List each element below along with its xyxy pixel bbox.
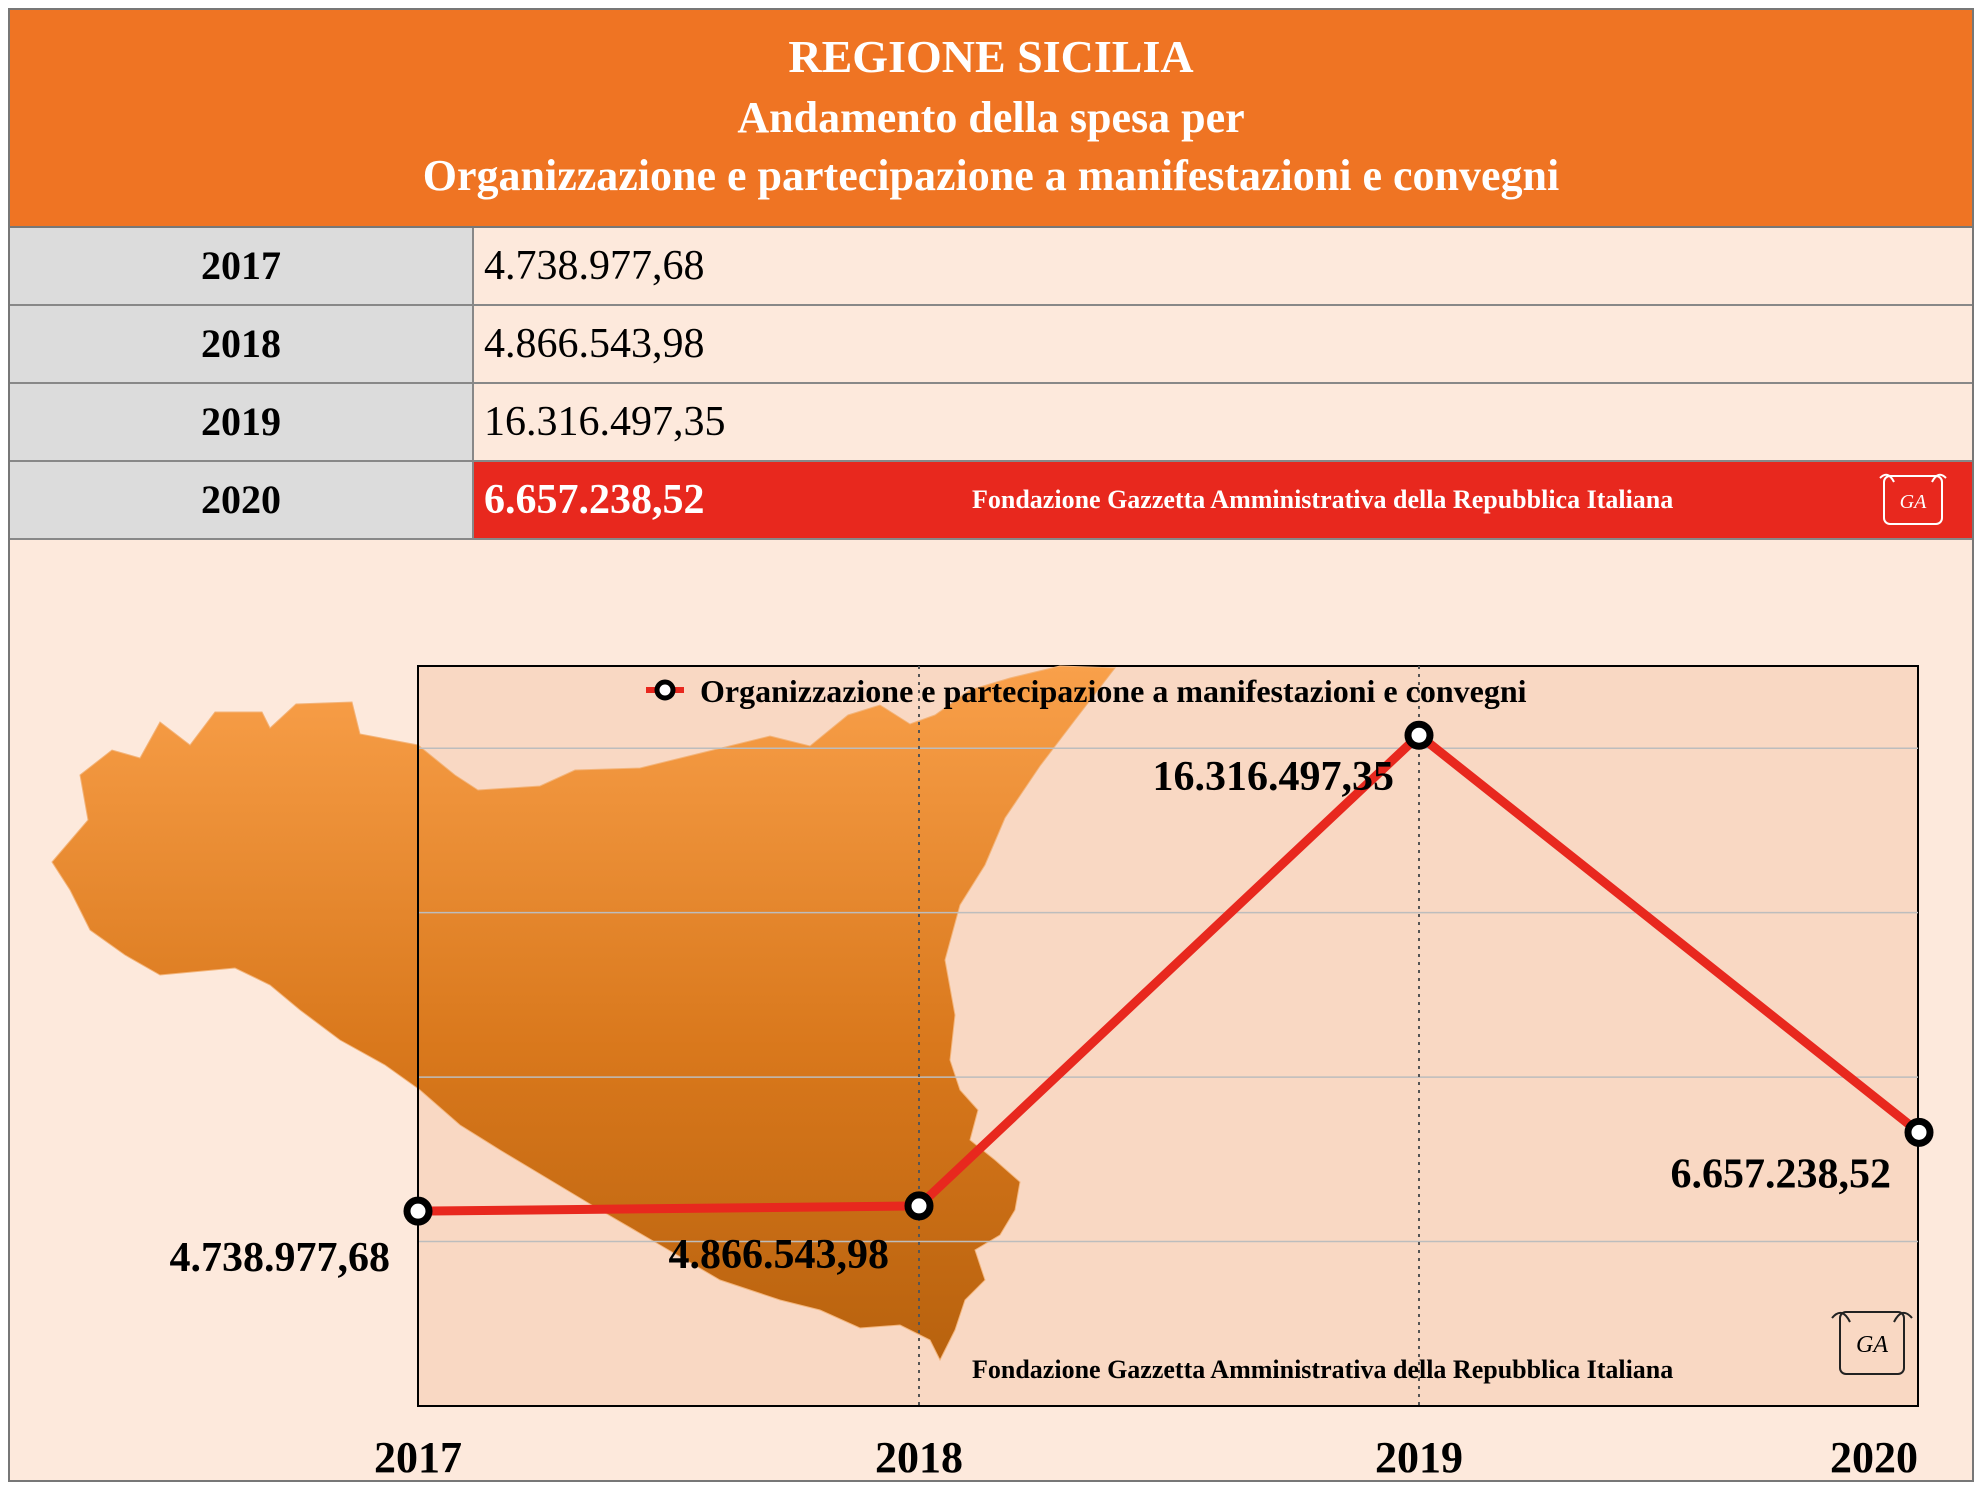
seal-icon: GA (1831, 1311, 1913, 1375)
table-row-highlight: 2020 6.657.238,52 Fondazione Gazzetta Am… (10, 462, 1972, 540)
header-banner: REGIONE SICILIA Andamento della spesa pe… (10, 10, 1972, 228)
table-value: 16.316.497,35 (484, 399, 726, 445)
gridlines (418, 747, 1918, 1243)
series-line (417, 730, 1922, 1216)
subtitle: Andamento della spesa per (737, 93, 1245, 142)
table-value: 4.866.543,98 (484, 321, 705, 367)
data-label: 4.866.543,98 (669, 1232, 890, 1278)
x-tick-label: 2020 (1830, 1433, 1918, 1482)
table-year: 2018 (10, 306, 474, 382)
category-lines (918, 666, 1420, 1406)
legend-marker (654, 679, 676, 701)
x-tick-label: 2017 (374, 1433, 462, 1482)
foundation-credit: Fondazione Gazzetta Amministrativa della… (972, 485, 1674, 514)
legend-label: Organizzazione e partecipazione a manife… (700, 673, 1527, 709)
sicily-map (51, 665, 1116, 1362)
data-point (1904, 1117, 1934, 1147)
data-point (1404, 720, 1434, 750)
region-title: REGIONE SICILIA (788, 31, 1194, 82)
data-label: 6.657.238,52 (1671, 1151, 1892, 1197)
category-title: Organizzazione e partecipazione a manife… (422, 151, 1560, 200)
svg-text:GA: GA (1900, 491, 1927, 513)
table-value: 4.738.977,68 (484, 243, 705, 289)
table-year: 2017 (10, 228, 474, 304)
seal-icon: GA (1879, 473, 1947, 525)
table-year: 2020 (10, 462, 474, 538)
chart-credit: Fondazione Gazzetta Amministrativa della… (972, 1355, 1673, 1384)
table-row: 2018 4.866.543,98 (10, 306, 1972, 384)
highlight-cell (474, 462, 1972, 538)
table-year: 2019 (10, 384, 474, 460)
data-point (904, 1191, 934, 1221)
table-value: 6.657.238,52 (484, 477, 705, 523)
svg-text:GA: GA (1856, 1332, 1888, 1358)
data-label: 4.738.977,68 (170, 1235, 391, 1281)
data-point (403, 1196, 433, 1226)
legend: Organizzazione e partecipazione a manife… (646, 673, 1527, 709)
data-label: 16.316.497,35 (1153, 754, 1395, 800)
table-row: 2019 16.316.497,35 (10, 384, 1972, 462)
x-tick-label: 2019 (1375, 1433, 1463, 1482)
table-row: 2017 4.738.977,68 (10, 228, 1972, 306)
x-tick-label: 2018 (875, 1433, 963, 1482)
